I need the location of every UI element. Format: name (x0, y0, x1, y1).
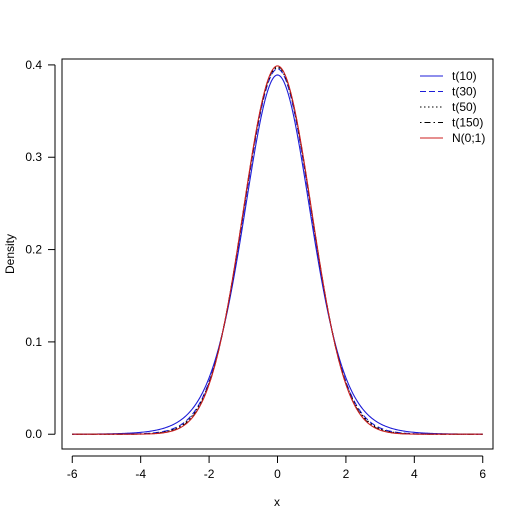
legend-label: t(50) (452, 100, 477, 114)
legend-label: N(0;1) (452, 131, 485, 145)
legend-label: t(30) (452, 85, 477, 99)
x-axis-title: x (274, 495, 280, 509)
legend-label: t(150) (452, 116, 483, 130)
y-tick-label: 0.1 (25, 335, 42, 349)
y-axis-title: Density (3, 234, 17, 274)
x-tick-label: 4 (411, 467, 418, 481)
y-tick-label: 0.0 (25, 427, 42, 441)
series-line-t-150 (72, 65, 483, 435)
plot-frame (61, 58, 494, 450)
series-line-n-0-1 (72, 65, 483, 435)
series-group (72, 65, 483, 435)
x-axis: -6 -4 -2 0 2 4 6 (67, 455, 486, 481)
y-tick-label: 0.3 (25, 150, 42, 164)
y-tick-label: 0.4 (25, 58, 42, 72)
legend: t(10) t(30)t(50) t(150)N(0;1) (420, 69, 485, 145)
x-tick-label: -2 (204, 467, 215, 481)
x-tick-label: 2 (343, 467, 350, 481)
x-tick-label: 0 (274, 467, 281, 481)
x-tick-label: -4 (135, 467, 146, 481)
y-axis: 0.0 0.1 0.2 0.3 0.4 (25, 58, 56, 441)
series-line-t-10 (72, 74, 483, 435)
x-tick-label: 6 (479, 467, 486, 481)
legend-label: t(10) (452, 69, 477, 83)
x-tick-label: -6 (67, 467, 78, 481)
y-tick-label: 0.2 (25, 243, 42, 257)
series-line-t-30 (72, 68, 483, 435)
